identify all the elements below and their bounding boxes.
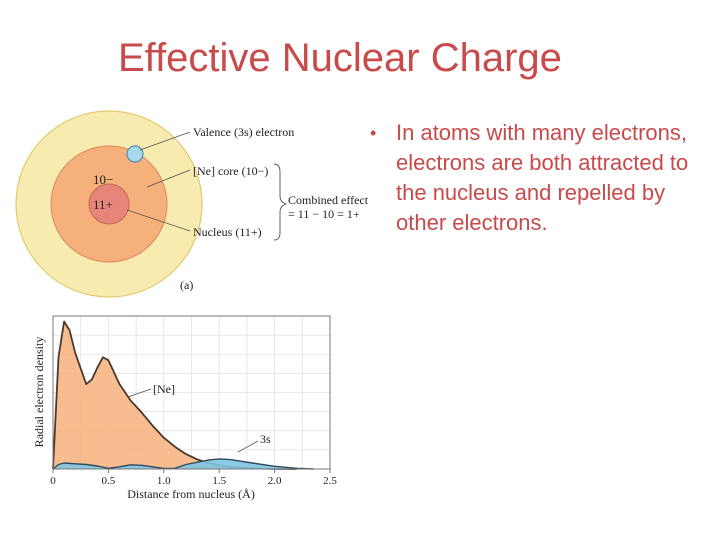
- radial-density-chart: 0 0.5 1.0 1.5 2.0 2.5 [Ne] 3s Distance from n…: [32, 315, 337, 501]
- x-tick-label: 2.5: [323, 475, 337, 487]
- 3s-density-curve: [52, 458, 314, 470]
- core-charge-label: 10−: [93, 172, 113, 187]
- x-tick-label: 0.5: [102, 475, 116, 487]
- bullet-text: In atoms with many electrons, electrons …: [396, 120, 689, 235]
- slide-title: Effective Nuclear Charge: [118, 36, 562, 80]
- bullet-marker: •: [370, 123, 377, 143]
- chart-series: [52, 320, 314, 470]
- valence-electron: [126, 145, 144, 163]
- plot-frame: [52, 315, 331, 470]
- ne-series-leader: [127, 388, 152, 398]
- combined-effect-value: = 11 − 10 = 1+: [288, 207, 360, 221]
- nucleus: [88, 183, 130, 225]
- combined-brace: [273, 163, 288, 241]
- 3s-density-area: [53, 458, 314, 469]
- valence-label: Valence (3s) electron: [193, 125, 294, 139]
- x-tick-label: 0: [50, 475, 56, 487]
- x-tick-labels: 0 0.5 1.0 1.5 2.0 2.5: [50, 469, 337, 487]
- core-label: [Ne] core (10−): [193, 164, 268, 178]
- y-axis-label: Radial electron density: [32, 337, 46, 448]
- nucleus-leader: [126, 209, 191, 232]
- core-leader: [146, 169, 191, 188]
- x-axis-label: Distance from nucleus (Å): [127, 487, 255, 501]
- x-tick-label: 1.5: [212, 475, 226, 487]
- 3s-series-leader: [237, 440, 259, 453]
- panel-label: (a): [180, 278, 193, 292]
- ne-density-area: [53, 321, 297, 469]
- nucleus-label: Nucleus (11+): [193, 225, 262, 239]
- atom-diagram: 10− 11+ Valence (3s) electron [Ne] core …: [15, 110, 369, 298]
- valence-leader: [139, 131, 191, 151]
- x-tick-label: 2.0: [268, 475, 282, 487]
- x-tick-label: 1.0: [157, 475, 171, 487]
- combined-effect-label: Combined effect: [288, 193, 369, 207]
- ne-series-label: [Ne]: [153, 382, 175, 396]
- nucleus-charge-label: 11+: [93, 197, 113, 212]
- 3s-series-label: 3s: [260, 432, 271, 446]
